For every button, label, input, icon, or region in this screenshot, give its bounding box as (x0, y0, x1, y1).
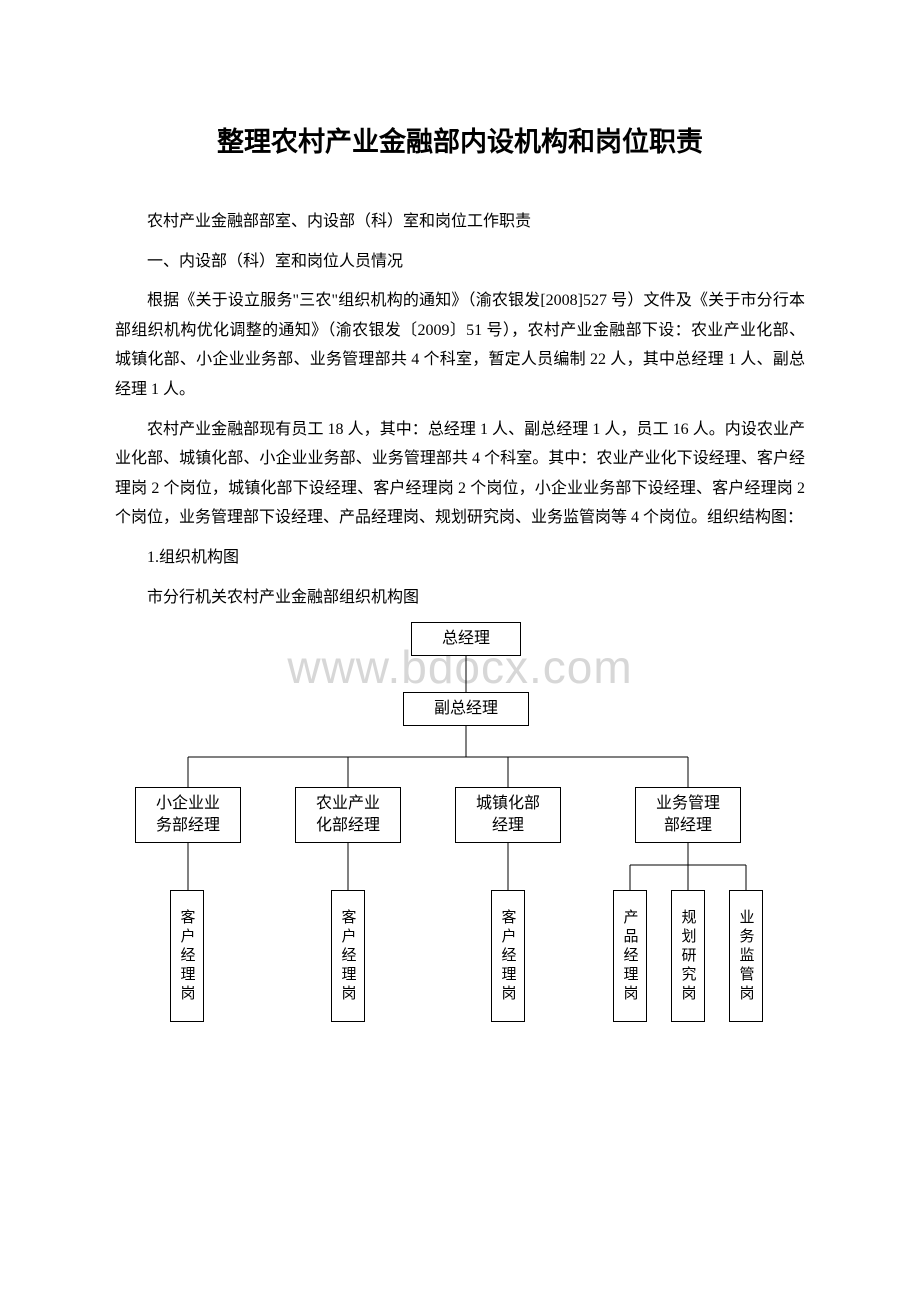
org-node-label: 业务管理 部经理 (656, 793, 720, 838)
org-node-position-customer-manager: 客户经理岗 (170, 890, 204, 1022)
paragraph: 农村产业金融部部室、内设部（科）室和岗位工作职责 (115, 207, 805, 237)
org-node-label: 小企业业 务部经理 (156, 793, 220, 838)
paragraph: 市分行机关农村产业金融部组织机构图 (115, 583, 805, 613)
org-node-label: 客户经理岗 (498, 909, 519, 1004)
org-node-dept-small-enterprise: 小企业业 务部经理 (135, 787, 241, 843)
paragraph: 根据《关于设立服务"三农"组织机构的通知》（渝农银发[2008]527 号）文件… (115, 286, 805, 404)
org-node-label: 客户经理岗 (338, 909, 359, 1004)
org-node-position-customer-manager: 客户经理岗 (331, 890, 365, 1022)
org-node-label: 客户经理岗 (177, 909, 198, 1004)
org-node-label: 产品经理岗 (620, 909, 641, 1004)
org-node-label: 副总经理 (434, 698, 498, 720)
org-node-label: 总经理 (442, 628, 490, 650)
org-node-position-customer-manager: 客户经理岗 (491, 890, 525, 1022)
org-node-position-product-manager: 产品经理岗 (613, 890, 647, 1022)
paragraph: 一、内设部（科）室和岗位人员情况 (115, 247, 805, 277)
org-node-position-business-supervision: 业务监管岗 (729, 890, 763, 1022)
org-node-dept-urbanization: 城镇化部 经理 (455, 787, 561, 843)
org-node-label: 规划研究岗 (678, 909, 699, 1004)
org-node-label: 业务监管岗 (736, 909, 757, 1004)
org-node-dept-business-management: 业务管理 部经理 (635, 787, 741, 843)
document-page: www.bdocx.com 整理农村产业金融部内设机构和岗位职责 农村产业金融部… (0, 0, 920, 1102)
org-node-label: 农业产业 化部经理 (316, 793, 380, 838)
org-node-label: 城镇化部 经理 (476, 793, 540, 838)
org-node-dept-agriculture: 农业产业 化部经理 (295, 787, 401, 843)
org-node-general-manager: 总经理 (411, 622, 521, 656)
paragraph: 农村产业金融部现有员工 18 人，其中：总经理 1 人、副总经理 1 人，员工 … (115, 415, 805, 533)
org-chart-container: 总经理 副总经理 小企业业 务部经理 农业产业 化部经理 城镇化部 经理 业务管… (115, 622, 805, 1042)
paragraph: 1.组织机构图 (115, 543, 805, 573)
org-node-position-planning-research: 规划研究岗 (671, 890, 705, 1022)
page-title: 整理农村产业金融部内设机构和岗位职责 (115, 120, 805, 159)
org-node-deputy-general-manager: 副总经理 (403, 692, 529, 726)
org-chart: 总经理 副总经理 小企业业 务部经理 农业产业 化部经理 城镇化部 经理 业务管… (115, 622, 805, 1042)
